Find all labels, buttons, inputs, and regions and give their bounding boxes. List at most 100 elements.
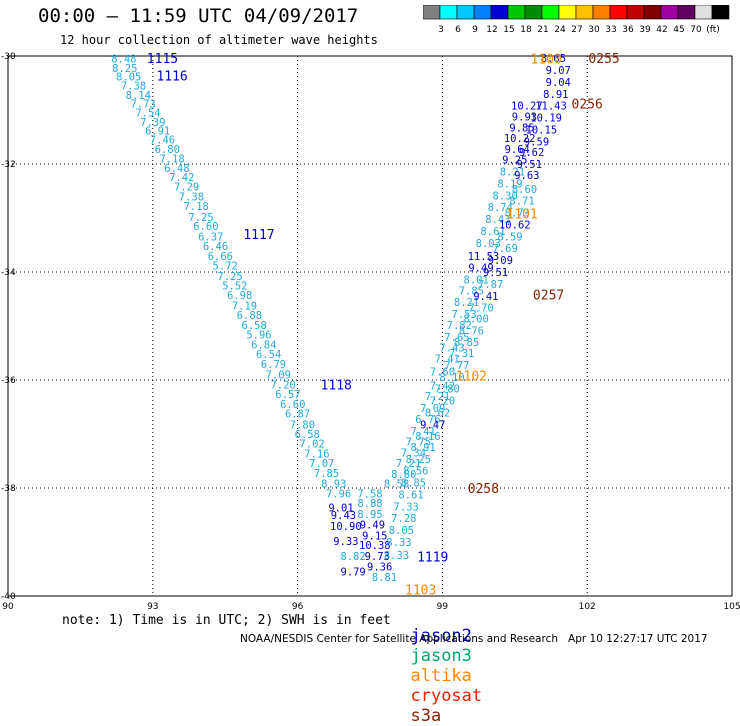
wave-height-label: 7.42 <box>430 380 455 392</box>
legend-label-11: 36 <box>622 25 634 35</box>
wave-height-label: 7.41 <box>435 353 460 365</box>
wave-height-label: 7.20 <box>430 396 455 408</box>
legend-label-14: 45 <box>673 25 684 35</box>
wave-height-label: 8.82 <box>340 551 365 563</box>
wave-height-label: 10.38 <box>359 540 391 552</box>
wave-height-label: 8.25 <box>406 454 431 466</box>
lon-tick-label: 93 <box>147 602 158 612</box>
wave-height-label: 8.61 <box>398 489 423 501</box>
wave-height-label: 6.91 <box>145 126 170 138</box>
wave-height-label: 6.60 <box>280 399 305 411</box>
wave-height-label: 6.54 <box>256 349 281 361</box>
wave-height-label: 7.53 <box>451 309 476 321</box>
wave-height-label: 8.43 <box>485 214 510 226</box>
wave-height-label: 7.19 <box>232 300 257 312</box>
wave-height-label: 6.87 <box>285 408 310 420</box>
wave-height-label: 7.85 <box>314 468 339 480</box>
wave-height-label: 9.79 <box>340 567 365 579</box>
wave-height-label: 8.73 <box>505 208 530 220</box>
page-subtitle: 12 hour collection of altimeter wave hei… <box>60 33 378 47</box>
wave-height-label: 9.41 <box>473 291 498 303</box>
lat-tick-label: -34 <box>1 268 16 278</box>
pass-time-label: 1100 <box>531 53 562 68</box>
wave-height-label: 7.60 <box>430 366 455 378</box>
wave-height-label: 7.73 <box>130 99 155 111</box>
wave-height-label: 6.76 <box>415 414 440 426</box>
wave-height-label: 6.58 <box>242 320 267 332</box>
wave-height-label: 7.96 <box>326 488 351 500</box>
satellite-name-jason3: jason3 <box>410 646 472 666</box>
wave-height-label: 8.74 <box>488 202 513 214</box>
wave-height-label: 6.37 <box>198 231 223 243</box>
wave-height-label: 7.80 <box>290 419 315 431</box>
wave-height-label: 6.60 <box>193 221 218 233</box>
lon-tick-label: 105 <box>723 602 740 612</box>
wave-height-label: 7.85 <box>459 285 484 297</box>
wave-height-label: 8.30 <box>492 190 517 202</box>
wave-height-label: 9.73 <box>365 551 390 563</box>
legend-label-10: 33 <box>605 25 616 35</box>
legend-label-13: 42 <box>656 25 667 35</box>
wave-height-label: 7.20 <box>270 379 295 391</box>
wave-height-label: 7.21 <box>425 391 450 403</box>
legend-label-5: 18 <box>520 25 532 35</box>
wave-height-label: 7.58 <box>357 488 382 500</box>
wave-height-label: 7.18 <box>159 154 184 166</box>
wave-height-label: 7.82 <box>447 320 472 332</box>
pass-time-label: 0256 <box>572 98 603 113</box>
lat-tick-label: -40 <box>1 592 16 602</box>
wave-height-label: 5.52 <box>222 281 247 293</box>
pass-time-label: 0258 <box>468 482 499 497</box>
lon-tick-label: 99 <box>437 602 449 612</box>
wave-height-label: 7.34 <box>401 447 426 459</box>
legend-label-1: 6 <box>455 25 461 35</box>
map-frame <box>7 55 733 597</box>
color-legend: 3 6 9 12 15 18 21 24 27 30 33 36 39 42 45 70 (ft) <box>423 5 730 35</box>
wave-height-label: 7.09 <box>266 370 291 382</box>
credit-line: NOAA/NESDIS Center for Satellite Applica… <box>240 633 708 645</box>
wave-height-label: 8.33 <box>386 537 411 549</box>
wave-height-label: 8.10 <box>439 372 464 384</box>
wave-height-label: 6.79 <box>261 359 286 371</box>
wave-height-label: 6.84 <box>251 339 276 351</box>
footer-note: note: 1) Time is in UTC; 2) SWH is in fe… <box>62 613 391 628</box>
wave-height-label: 8.48 <box>111 54 136 66</box>
pass-time-label: 1118 <box>321 378 352 393</box>
wave-height-label: 7.43 <box>439 343 464 355</box>
satellite-name-altika: altika <box>410 666 472 686</box>
wave-height-label: 7.41 <box>410 426 435 438</box>
lat-tick-label: -38 <box>1 484 16 494</box>
wave-height-label: 7.54 <box>135 108 160 120</box>
wave-height-label: 9.04 <box>546 77 571 89</box>
wave-height-label: 7.25 <box>188 212 213 224</box>
wave-height-label: 7.75 <box>406 437 431 449</box>
wave-height-label: 6.98 <box>227 290 252 302</box>
wave-height-label: 8.59 <box>497 231 522 243</box>
wave-height-label: 8.65 <box>541 53 566 65</box>
wave-height-label: 7.77 <box>444 360 469 372</box>
wave-height-label: 11.43 <box>535 101 567 113</box>
wave-height-label: 8.21 <box>500 167 525 179</box>
wave-height-label: 8.88 <box>357 498 382 510</box>
satellite-name-cryosat: cryosat <box>410 686 483 706</box>
wave-height-label: 7.09 <box>420 403 445 415</box>
wave-height-label: 8.61 <box>480 226 505 238</box>
wave-height-label: 6.88 <box>237 310 262 322</box>
wave-height-label: 8.91 <box>543 89 568 101</box>
wave-height-label: 8.95 <box>357 509 382 521</box>
wave-height-label: 8.19 <box>497 178 522 190</box>
wave-height-label: 10.19 <box>530 113 562 125</box>
wave-height-label: 7.87 <box>478 279 503 291</box>
lon-tick-label: 90 <box>2 602 14 612</box>
wave-height-label: 9.62 <box>519 147 544 159</box>
wave-height-label: 7.46 <box>150 135 175 147</box>
wave-height-label: 9.15 <box>362 531 387 543</box>
wave-height-label: 10.27 <box>511 101 543 113</box>
wave-height-label: 9.47 <box>420 419 445 431</box>
wave-height-label: 10.62 <box>499 219 531 231</box>
wave-height-label: 8.85 <box>401 478 426 490</box>
wave-height-label: 9.49 <box>468 263 493 275</box>
wave-height-label: 6.46 <box>203 241 228 253</box>
wave-height-label: 7.25 <box>217 271 242 283</box>
wave-height-label: 9.64 <box>505 144 530 156</box>
